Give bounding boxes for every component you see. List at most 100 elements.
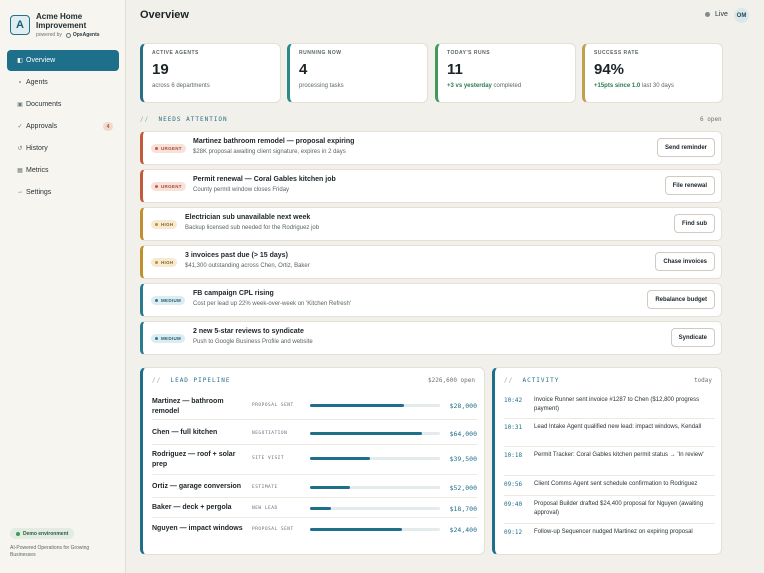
attention-description: $28K proposal awaiting client signature,… xyxy=(193,149,346,155)
lead-progress-track xyxy=(310,457,440,460)
sidebar-item-label: Approvals xyxy=(26,123,58,130)
sidebar-item-label: Agents xyxy=(26,79,48,86)
activity-text: Lead Intake Agent qualified new lead: im… xyxy=(534,424,702,430)
priority-dot-icon xyxy=(155,185,158,188)
attention-description: Cost per lead up 22% week-over-week on '… xyxy=(193,301,352,307)
attention-item[interactable]: MEDIUM FB campaign CPL rising Cost per lea… xyxy=(140,283,722,317)
lead-stage: PROPOSAL SENT xyxy=(252,527,294,532)
sidebar-item-approvals[interactable]: ✓ Approvals 4 xyxy=(7,116,119,137)
sidebar-item-agents[interactable]: ⚬ Agents xyxy=(7,72,119,93)
attention-item[interactable]: HIGH Electrician sub unavailable next wee… xyxy=(140,207,722,241)
avatar[interactable]: OM xyxy=(734,8,749,23)
attention-item[interactable]: URGENT Permit renewal — Coral Gables kitc… xyxy=(140,169,722,203)
pipeline-row[interactable]: Nguyen — impact windows PROPOSAL SENT $24,… xyxy=(152,518,477,540)
activity-time: 09:56 xyxy=(504,481,523,488)
priority-badge: HIGH xyxy=(151,258,178,267)
lead-pipeline-heading: // LEAD PIPELINE xyxy=(152,377,230,384)
powered-by-name: OpsAgents xyxy=(72,32,100,38)
activity-period: today xyxy=(693,377,712,384)
attention-action-button[interactable]: File renewal xyxy=(664,176,715,195)
activity-heading: // ACTIVITY xyxy=(504,377,559,384)
stat-card-running-now: RUNNING NOW 4 processing tasks xyxy=(287,43,428,103)
needs-attention-count: 6 open xyxy=(700,116,722,123)
activity-time: 10:31 xyxy=(504,424,523,431)
brand-text: Acme Home Improvement powered by OpsAgen… xyxy=(36,12,116,38)
lead-progress-track xyxy=(310,507,440,510)
sidebar-item-documents[interactable]: ▣ Documents xyxy=(7,94,119,115)
stat-card-todays-runs: TODAY'S RUNS 11 +3 vs yesterday complete… xyxy=(435,43,576,103)
attention-description: Backup licensed sub needed for the Rodri… xyxy=(185,225,320,231)
attention-action-button[interactable]: Rebalance budget xyxy=(647,290,715,309)
priority-badge: MEDIUM xyxy=(151,334,186,343)
lead-progress-track xyxy=(310,432,440,435)
lead-name: Martinez — bathroom remodel xyxy=(152,398,224,415)
priority-dot-icon xyxy=(155,147,158,150)
attention-item[interactable]: MEDIUM 2 new 5-star reviews to syndicate P… xyxy=(140,321,722,355)
lead-stage: ESTIMATE xyxy=(252,485,278,490)
priority-label: URGENT xyxy=(161,184,182,189)
opsagents-logo-icon xyxy=(65,32,71,38)
sidebar: A Acme Home Improvement powered by OpsAg… xyxy=(0,0,126,573)
heading-prefix: // xyxy=(504,377,514,384)
sidebar-item-label: Overview xyxy=(26,57,56,64)
stat-label: TODAY'S RUNS xyxy=(447,50,491,56)
pipeline-row[interactable]: Baker — deck + pergola NEW LEAD $18,700 xyxy=(152,498,477,518)
lead-name: Rodriguez — roof + solar prep xyxy=(152,451,236,468)
sidebar-item-overview[interactable]: ◧ Overview xyxy=(7,50,119,71)
pipeline-row[interactable]: Rodriguez — roof + solar prep SITE VISIT $… xyxy=(152,445,477,475)
brand[interactable]: A Acme Home Improvement powered by OpsAg… xyxy=(10,12,116,38)
activity-item: 09:56 Client Comms Agent sent schedule co… xyxy=(504,476,715,496)
priority-label: HIGH xyxy=(161,222,174,227)
grid-icon: ◧ xyxy=(17,58,23,64)
activity-time: 10:42 xyxy=(504,397,523,404)
priority-dot-icon xyxy=(155,337,158,340)
sidebar-item-history[interactable]: ↺ History xyxy=(7,138,119,159)
pipeline-row[interactable]: Chen — full kitchen NEGOTIATION $64,000 xyxy=(152,420,477,445)
lead-name: Chen — full kitchen xyxy=(152,429,218,436)
lead-value: $24,400 xyxy=(449,526,477,534)
lead-value: $18,700 xyxy=(449,505,477,513)
attention-item[interactable]: HIGH 3 invoices past due (> 15 days) $41,3… xyxy=(140,245,722,279)
lead-name: Nguyen — impact windows xyxy=(152,525,243,532)
powered-by-label: powered by xyxy=(36,32,62,38)
stat-sub: processing tasks xyxy=(299,83,344,89)
metrics-icon: ▦ xyxy=(17,168,23,174)
pipeline-row[interactable]: Ortiz — garage conversion ESTIMATE $52,000 xyxy=(152,475,477,498)
priority-dot-icon xyxy=(155,223,158,226)
heading-prefix: // xyxy=(152,377,162,384)
stat-sub-text: last 30 days xyxy=(640,83,674,89)
sidebar-item-metrics[interactable]: ▦ Metrics xyxy=(7,160,119,181)
attention-action-button[interactable]: Send reminder xyxy=(656,138,715,157)
priority-badge: MEDIUM xyxy=(151,296,186,305)
lead-progress-fill xyxy=(310,404,404,407)
lead-progress-fill xyxy=(310,457,370,460)
priority-label: HIGH xyxy=(161,260,174,265)
stat-sub: +3 vs yesterday completed xyxy=(447,83,575,89)
stat-card-active-agents: ACTIVE AGENTS 19 across 6 departments xyxy=(140,43,281,103)
priority-label: MEDIUM xyxy=(161,298,182,303)
sidebar-item-settings[interactable]: ∽ Settings xyxy=(7,182,119,203)
priority-dot-icon xyxy=(155,261,158,264)
attention-description: County permit window closes Friday xyxy=(193,187,290,193)
lead-name: Baker — deck + pergola xyxy=(152,504,232,511)
stat-delta: +15pts since 1.0 xyxy=(594,83,641,89)
activity-item: 10:18 Permit Tracker: Coral Gables kitche… xyxy=(504,447,715,476)
attention-action-button[interactable]: Syndicate xyxy=(670,328,715,347)
stat-sub-text: completed xyxy=(491,83,522,89)
heading-text: NEEDS ATTENTION xyxy=(158,116,228,123)
pipeline-row[interactable]: Martinez — bathroom remodel PROPOSAL SENT… xyxy=(152,392,477,420)
sidebar-item-label: History xyxy=(26,145,48,152)
attention-item[interactable]: URGENT Martinez bathroom remodel — propos… xyxy=(140,131,722,165)
settings-icon: ∽ xyxy=(17,190,23,196)
attention-title: 3 invoices past due (> 15 days) xyxy=(185,252,288,259)
stat-value: 19 xyxy=(152,61,169,78)
priority-label: URGENT xyxy=(161,146,182,151)
check-icon: ✓ xyxy=(17,124,23,130)
attention-action-button[interactable]: Find sub xyxy=(674,214,715,233)
documents-icon: ▣ xyxy=(17,102,23,108)
heading-text: LEAD PIPELINE xyxy=(170,377,231,384)
lead-progress-fill xyxy=(310,432,422,435)
lead-stage: SITE VISIT xyxy=(252,456,285,461)
attention-description: Push to Google Business Profile and webs… xyxy=(193,339,313,345)
attention-action-button[interactable]: Chase invoices xyxy=(655,252,715,271)
